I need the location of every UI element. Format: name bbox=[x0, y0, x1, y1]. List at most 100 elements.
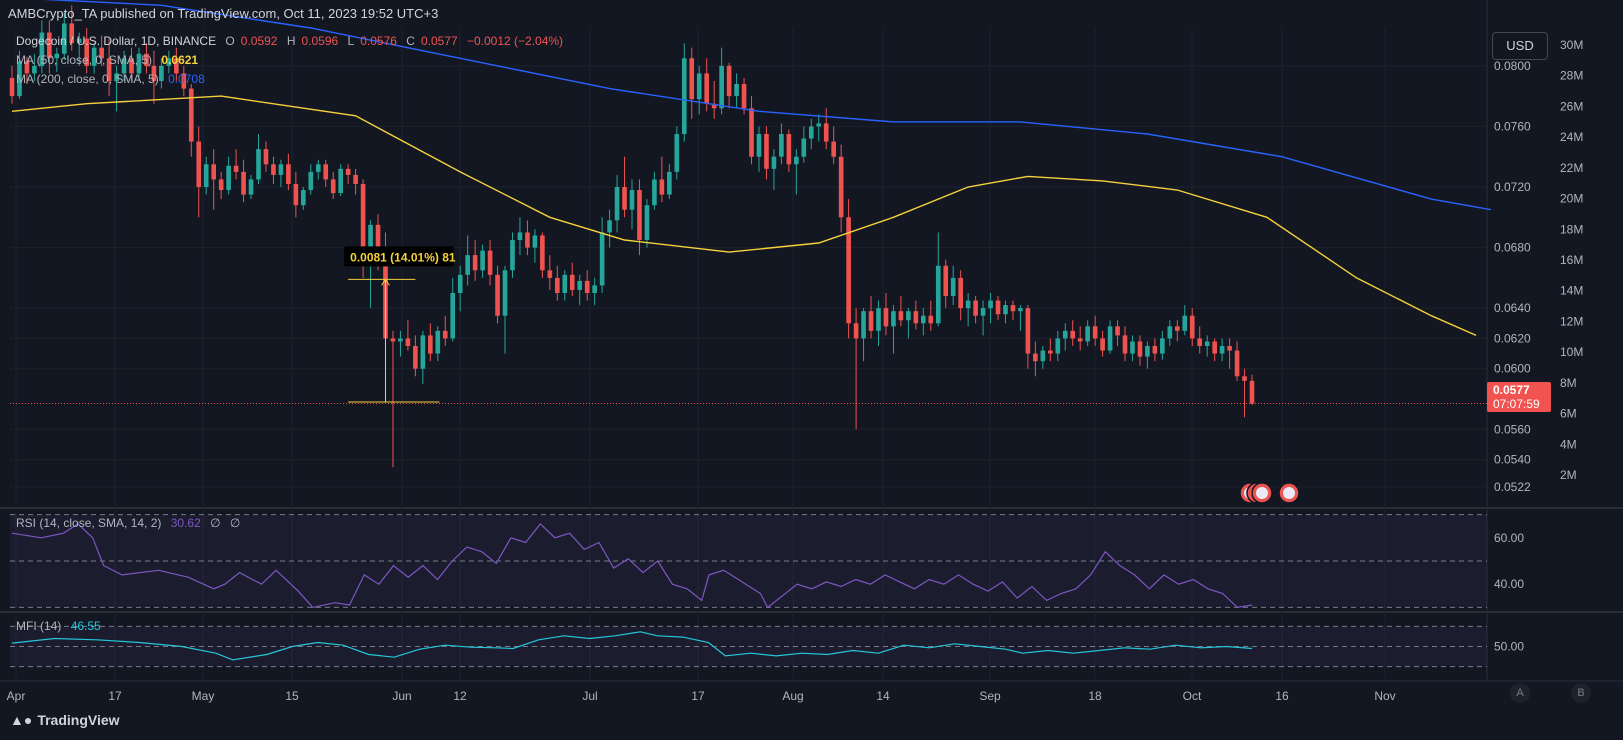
tradingview-brand[interactable]: ▲● TradingView bbox=[10, 712, 120, 728]
ma50-line bbox=[11, 95, 1477, 337]
candle-body bbox=[1122, 335, 1128, 354]
rsi-legend[interactable]: RSI (14, close, SMA, 14, 2) 30.62 ∅ ∅ bbox=[16, 516, 246, 530]
c-value: 0.0577 bbox=[420, 34, 458, 48]
candle-body bbox=[1167, 326, 1173, 339]
candle-body bbox=[749, 108, 754, 157]
candle-body bbox=[420, 335, 426, 369]
ohlc-close: C 0.0577 bbox=[406, 34, 457, 48]
candle-body bbox=[17, 61, 22, 97]
candle-body bbox=[129, 58, 134, 74]
x-tick-label: 17 bbox=[108, 689, 122, 703]
bar-countdown: 07:07:59 bbox=[1493, 397, 1540, 411]
candle-body bbox=[1062, 330, 1068, 339]
volume-tick-label: 4M bbox=[1560, 437, 1577, 451]
us-economic-event-icon-inner bbox=[1283, 487, 1295, 499]
candle-body bbox=[950, 277, 956, 297]
volume-tick-label: 16M bbox=[1560, 253, 1583, 267]
volume-tick-label: 12M bbox=[1560, 314, 1583, 328]
candle-body bbox=[1033, 353, 1038, 362]
candle-body bbox=[667, 171, 672, 195]
candle-body bbox=[263, 149, 269, 165]
c-label: C bbox=[406, 34, 415, 48]
candle-body bbox=[689, 58, 695, 100]
x-tick-label: 17 bbox=[691, 689, 705, 703]
candle-body bbox=[61, 23, 67, 54]
auto-scale-button[interactable]: A bbox=[1510, 683, 1530, 703]
volume-tick-label: 26M bbox=[1560, 99, 1583, 113]
candle-body bbox=[323, 164, 329, 180]
candle-body bbox=[39, 32, 45, 66]
currency-button[interactable]: USD bbox=[1492, 32, 1548, 60]
candle-body bbox=[659, 179, 665, 195]
rsi-tick-label: 60.00 bbox=[1494, 531, 1524, 545]
candle-body bbox=[891, 311, 896, 327]
candle-body bbox=[487, 250, 493, 275]
candle-body bbox=[398, 338, 403, 342]
candle-body bbox=[1100, 338, 1105, 351]
x-tick-label: Jun bbox=[392, 689, 411, 703]
x-tick-label: Sep bbox=[979, 689, 1001, 703]
candle-body bbox=[584, 280, 590, 293]
candle-body bbox=[1003, 305, 1008, 315]
candle-body bbox=[353, 174, 358, 184]
rsi-line bbox=[11, 523, 1253, 609]
candle-body bbox=[315, 164, 321, 172]
candle-body bbox=[99, 47, 104, 59]
ma200-legend[interactable]: MA (200, close, 0, SMA, 5) 0.0708 bbox=[16, 72, 211, 86]
candle-body bbox=[973, 300, 978, 316]
candle-body bbox=[196, 141, 202, 187]
x-tick-label: 18 bbox=[1088, 689, 1102, 703]
candle-body bbox=[674, 134, 680, 172]
candle-body bbox=[32, 65, 37, 74]
y-tick-label: 0.0640 bbox=[1494, 301, 1531, 315]
candle-body bbox=[554, 277, 560, 293]
candle-body bbox=[1174, 326, 1180, 331]
candle-body bbox=[861, 311, 866, 339]
candle-body bbox=[823, 123, 829, 142]
x-tick-label: May bbox=[192, 689, 215, 703]
mfi-legend[interactable]: MFI (14) 46.55 bbox=[16, 619, 107, 633]
ohlc-high: H 0.0596 bbox=[287, 34, 338, 48]
candle-body bbox=[1160, 338, 1165, 354]
candle-body bbox=[816, 123, 822, 127]
ohlc-open: O 0.0592 bbox=[225, 34, 277, 48]
candle-body bbox=[166, 58, 172, 66]
candle-body bbox=[741, 84, 747, 109]
candle-body bbox=[704, 73, 710, 104]
candle-body bbox=[928, 315, 934, 324]
h-value: 0.0596 bbox=[301, 34, 339, 48]
candle-body bbox=[794, 156, 799, 165]
candle-body bbox=[495, 274, 500, 316]
candle-body bbox=[562, 274, 568, 293]
candle-body bbox=[711, 103, 717, 109]
candle-body bbox=[338, 168, 343, 194]
candle-body bbox=[121, 58, 127, 74]
candle-body bbox=[472, 255, 478, 271]
ma200-label: MA (200, close, 0, SMA, 5) bbox=[16, 72, 159, 86]
ma50-legend[interactable]: MA (50, close, 0, SMA, 5) 0.0621 bbox=[16, 53, 204, 67]
mfi-value: 46.55 bbox=[70, 619, 101, 633]
x-tick-label: Apr bbox=[7, 689, 26, 703]
candle-body bbox=[510, 240, 515, 271]
volume-tick-label: 24M bbox=[1560, 130, 1583, 144]
candle-body bbox=[853, 323, 859, 339]
candle-body bbox=[480, 250, 485, 271]
x-tick-label: Oct bbox=[1183, 689, 1202, 703]
symbol-name: Dogecoin / U.S. Dollar, 1D, BINANCE bbox=[16, 34, 217, 48]
candle-body bbox=[24, 61, 30, 74]
y-tick-label: 0.0800 bbox=[1494, 59, 1531, 73]
candle-body bbox=[921, 315, 926, 324]
volume-tick-label: 10M bbox=[1560, 345, 1583, 359]
symbol-legend: Dogecoin / U.S. Dollar, 1D, BINANCE O 0.0… bbox=[16, 34, 569, 48]
candle-body bbox=[764, 134, 769, 169]
x-tick-label: Aug bbox=[782, 689, 803, 703]
candle-body bbox=[1092, 326, 1098, 339]
candle-body bbox=[1010, 305, 1016, 312]
candle-body bbox=[1197, 338, 1203, 346]
ma200-value: 0.0708 bbox=[168, 72, 205, 86]
candle-body bbox=[368, 224, 373, 266]
x-tick-label: Jul bbox=[582, 689, 597, 703]
candle-body bbox=[442, 330, 448, 339]
log-scale-button[interactable]: B bbox=[1571, 683, 1591, 703]
